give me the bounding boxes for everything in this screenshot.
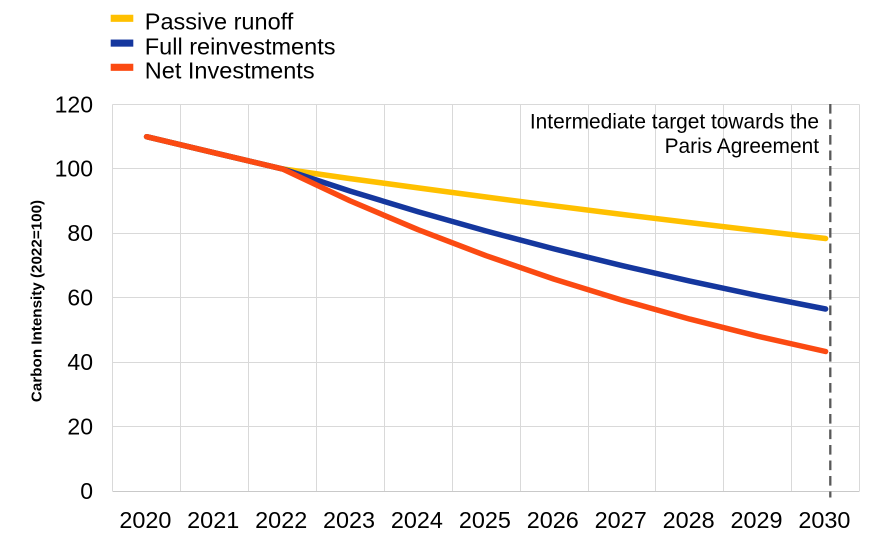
svg-text:120: 120 [55,91,93,117]
svg-text:80: 80 [67,220,93,246]
svg-text:20: 20 [67,413,93,439]
svg-text:Intermediate target towards th: Intermediate target towards the [530,111,819,134]
svg-text:2022: 2022 [255,507,307,533]
svg-text:Full reinvestments: Full reinvestments [145,33,336,59]
svg-text:2023: 2023 [323,507,375,533]
svg-text:2030: 2030 [798,507,850,533]
svg-text:2020: 2020 [119,507,171,533]
svg-text:Net Investments: Net Investments [145,58,315,84]
svg-text:60: 60 [67,285,93,311]
svg-text:40: 40 [67,349,93,375]
svg-text:0: 0 [80,478,93,504]
svg-text:2021: 2021 [187,507,239,533]
svg-text:Paris Agreement: Paris Agreement [665,135,820,158]
svg-text:2026: 2026 [527,507,579,533]
svg-text:2025: 2025 [459,507,511,533]
svg-text:2024: 2024 [391,507,443,533]
svg-text:2029: 2029 [730,507,782,533]
svg-text:2027: 2027 [595,507,647,533]
svg-text:Passive runoff: Passive runoff [145,9,294,35]
svg-text:Carbon Intensity (2022=100): Carbon Intensity (2022=100) [28,200,45,402]
svg-text:2028: 2028 [663,507,715,533]
svg-text:100: 100 [55,156,93,182]
